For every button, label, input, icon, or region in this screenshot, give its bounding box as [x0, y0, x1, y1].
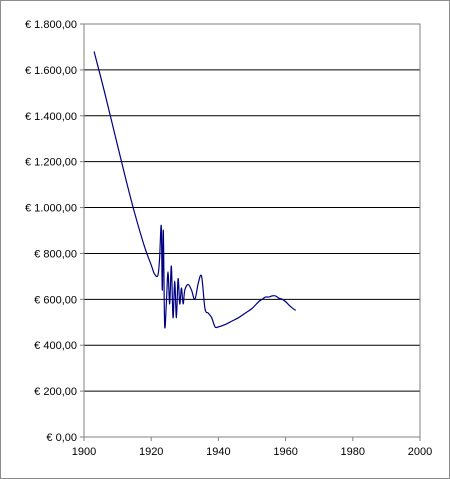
series-line [93, 51, 297, 329]
y-tick-label: € 600,00 [34, 294, 77, 306]
y-tick-label: € 1.600,00 [25, 65, 77, 77]
x-axis: 1900 1920 1940 1960 1980 2000 [72, 437, 432, 458]
plot-area [83, 23, 421, 438]
x-tick-label: 1900 [72, 446, 96, 458]
y-tick-label: € 1.000,00 [25, 203, 77, 215]
x-tick-label: 2000 [408, 446, 432, 458]
y-tick-label: € 1.400,00 [25, 111, 77, 123]
y-tick-label: € 1.800,00 [25, 19, 77, 31]
y-tick-label: € 200,00 [34, 386, 77, 398]
x-tick-label: 1980 [341, 446, 365, 458]
x-tick-label: 1960 [273, 446, 297, 458]
series-layer [93, 51, 297, 329]
y-tick-label: € 0,00 [46, 432, 77, 444]
y-tick-label: € 800,00 [34, 248, 77, 260]
gridlines [84, 23, 420, 392]
y-tick-label: € 1.200,00 [25, 157, 77, 169]
x-tick-label: 1940 [206, 446, 230, 458]
y-tick-label: € 400,00 [34, 340, 77, 352]
y-axis: € 0,00 € 200,00 € 400,00 € 600,00 € 800,00 € … [25, 19, 84, 444]
x-tick-label: 1920 [139, 446, 163, 458]
